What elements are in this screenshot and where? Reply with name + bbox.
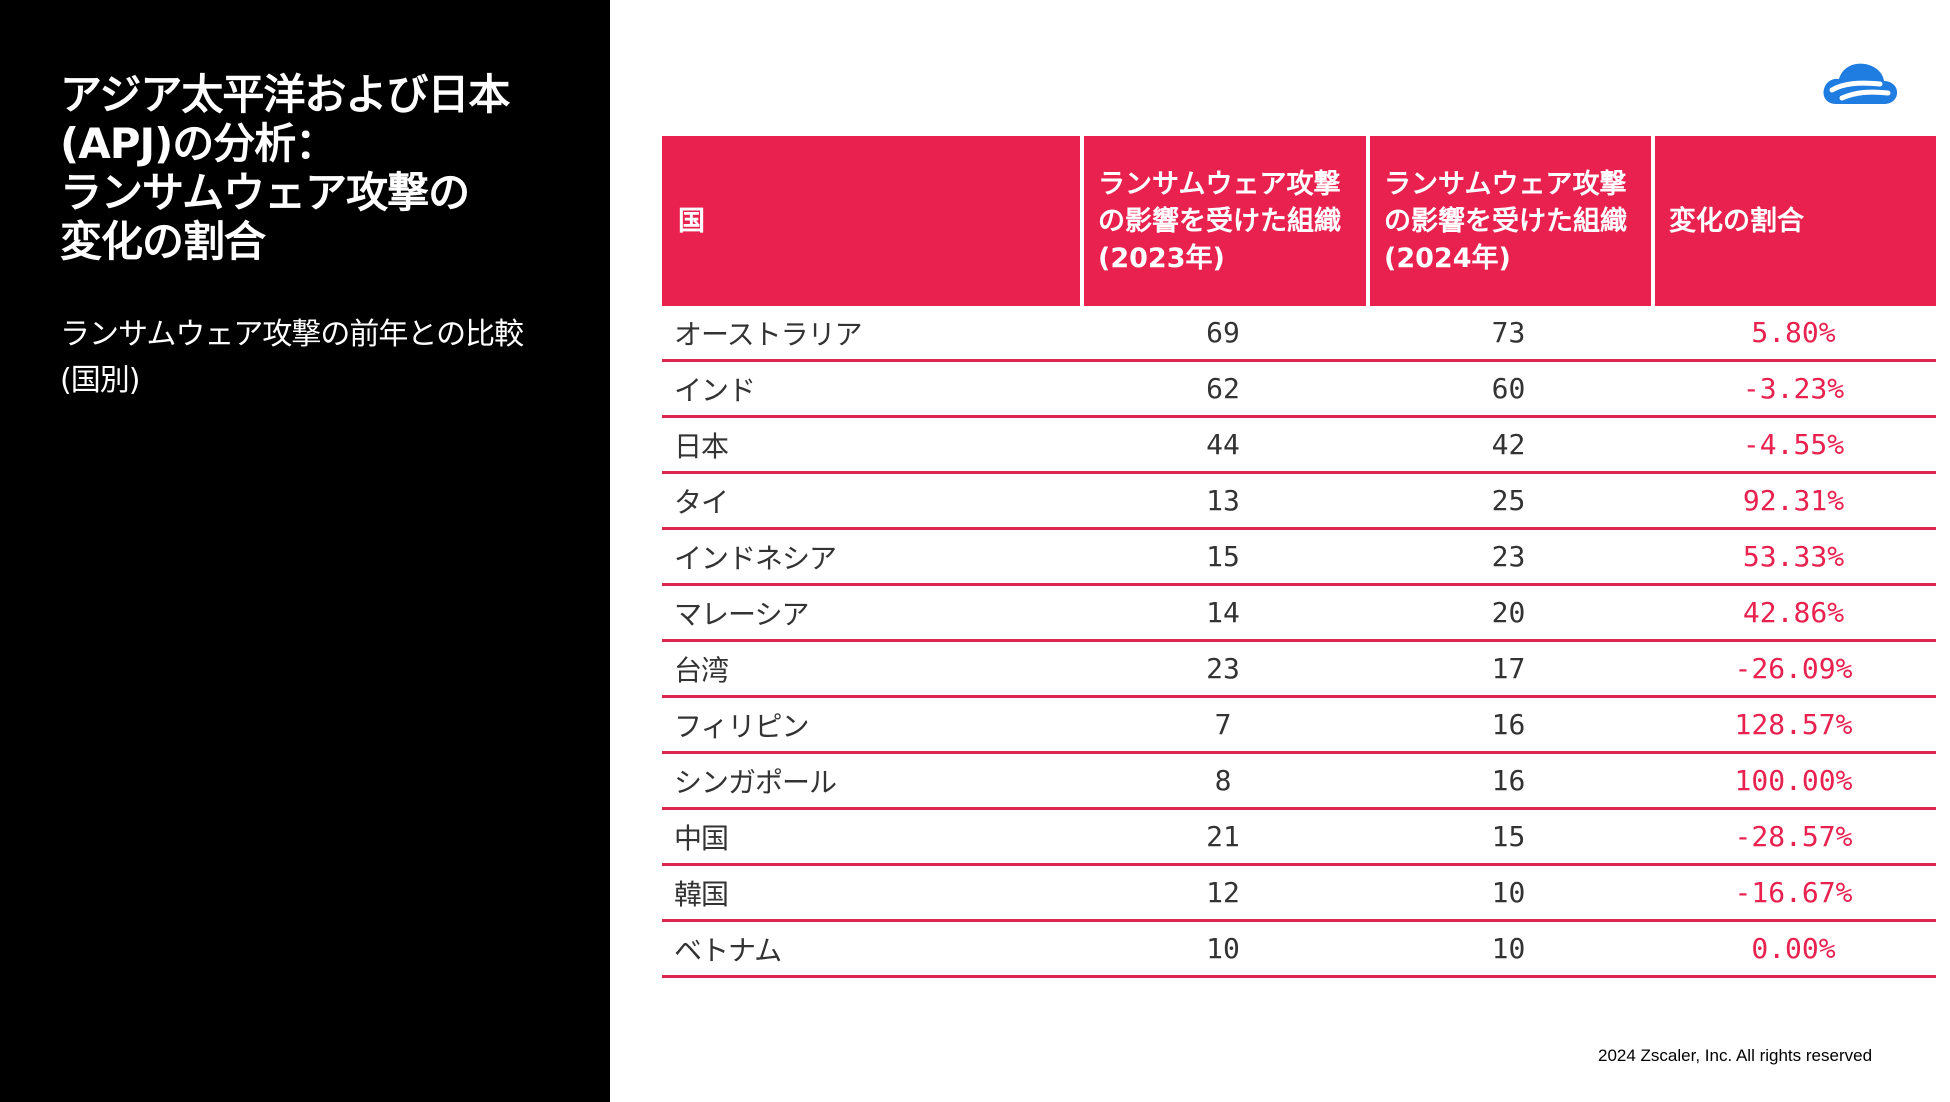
country-cell: フィリピン [662, 698, 1080, 754]
table-row: 中国 21 15 -28.57% [662, 810, 1936, 866]
value-2023-cell: 10 [1080, 922, 1366, 978]
change-percent-cell: 128.57% [1651, 698, 1936, 754]
table-row: オーストラリア 69 73 5.80% [662, 306, 1936, 362]
table-header-row: 国 ランサムウェア攻撃の影響を受けた組織(2023年) ランサムウェア攻撃の影響… [662, 136, 1936, 306]
value-2024-cell: 15 [1366, 810, 1651, 866]
change-percent-cell: -16.67% [1651, 866, 1936, 922]
slide-title-line: ランサムウェア攻撃の [60, 168, 470, 217]
change-percent-cell: 0.00% [1651, 922, 1936, 978]
value-2023-cell: 8 [1080, 754, 1366, 810]
column-header-country: 国 [662, 136, 1080, 306]
table-row: 台湾 23 17 -26.09% [662, 642, 1936, 698]
table-row: 日本 44 42 -4.55% [662, 418, 1936, 474]
table-row: 韓国 12 10 -16.67% [662, 866, 1936, 922]
country-cell: 日本 [662, 418, 1080, 474]
value-2024-cell: 42 [1366, 418, 1651, 474]
value-2024-cell: 10 [1366, 922, 1651, 978]
value-2024-cell: 17 [1366, 642, 1651, 698]
value-2024-cell: 10 [1366, 866, 1651, 922]
country-cell: インドネシア [662, 530, 1080, 586]
change-percent-cell: 5.80% [1651, 306, 1936, 362]
country-cell: 中国 [662, 810, 1080, 866]
value-2023-cell: 21 [1080, 810, 1366, 866]
change-percent-cell: -4.55% [1651, 418, 1936, 474]
value-2023-cell: 44 [1080, 418, 1366, 474]
value-2023-cell: 23 [1080, 642, 1366, 698]
copyright-text: 2024 Zscaler, Inc. All rights reserved [1598, 1046, 1873, 1065]
change-percent-cell: 100.00% [1651, 754, 1936, 810]
table-row: フィリピン 7 16 128.57% [662, 698, 1936, 754]
value-2023-cell: 69 [1080, 306, 1366, 362]
value-2024-cell: 20 [1366, 586, 1651, 642]
change-percent-cell: -26.09% [1651, 642, 1936, 698]
country-cell: 台湾 [662, 642, 1080, 698]
slide-title-line: (APJ)の分析： [60, 119, 337, 168]
slide-title: アジア太平洋および日本 (APJ)の分析： ランサムウェア攻撃の 変化の割合 [60, 70, 580, 266]
value-2023-cell: 62 [1080, 362, 1366, 418]
table-body: オーストラリア 69 73 5.80% インド 62 60 -3.23% 日本 44 42 -4.55… [662, 306, 1936, 978]
column-header-change: 変化の割合 [1651, 136, 1936, 306]
slide-subtitle-line: ランサムウェア攻撃の前年との比較 [60, 317, 524, 352]
change-percent-cell: -28.57% [1651, 810, 1936, 866]
value-2024-cell: 16 [1366, 698, 1651, 754]
table-row: インド 62 60 -3.23% [662, 362, 1936, 418]
country-cell: インド [662, 362, 1080, 418]
table-row: マレーシア 14 20 42.86% [662, 586, 1936, 642]
value-2024-cell: 60 [1366, 362, 1651, 418]
value-2024-cell: 25 [1366, 474, 1651, 530]
change-percent-cell: 42.86% [1651, 586, 1936, 642]
table-row: インドネシア 15 23 53.33% [662, 530, 1936, 586]
country-cell: オーストラリア [662, 306, 1080, 362]
change-percent-cell: 92.31% [1651, 474, 1936, 530]
value-2023-cell: 15 [1080, 530, 1366, 586]
table-row: タイ 13 25 92.31% [662, 474, 1936, 530]
left-panel: アジア太平洋および日本 (APJ)の分析： ランサムウェア攻撃の 変化の割合 ラ… [0, 0, 610, 1102]
value-2023-cell: 7 [1080, 698, 1366, 754]
ransomware-table: 国 ランサムウェア攻撃の影響を受けた組織(2023年) ランサムウェア攻撃の影響… [662, 136, 1936, 978]
value-2023-cell: 13 [1080, 474, 1366, 530]
country-cell: タイ [662, 474, 1080, 530]
slide-subtitle-line: (国別) [60, 363, 140, 398]
value-2023-cell: 14 [1080, 586, 1366, 642]
value-2024-cell: 23 [1366, 530, 1651, 586]
value-2023-cell: 12 [1080, 866, 1366, 922]
country-cell: ベトナム [662, 922, 1080, 978]
country-cell: シンガポール [662, 754, 1080, 810]
value-2024-cell: 73 [1366, 306, 1651, 362]
table-row: シンガポール 8 16 100.00% [662, 754, 1936, 810]
column-header-2024: ランサムウェア攻撃の影響を受けた組織(2024年) [1366, 136, 1651, 306]
zscaler-cloud-icon [1823, 63, 1898, 104]
column-header-2023: ランサムウェア攻撃の影響を受けた組織(2023年) [1080, 136, 1366, 306]
country-cell: 韓国 [662, 866, 1080, 922]
slide-title-line: 変化の割合 [60, 217, 266, 266]
slide-title-line: アジア太平洋および日本 [60, 70, 510, 119]
change-percent-cell: -3.23% [1651, 362, 1936, 418]
slide-subtitle: ランサムウェア攻撃の前年との比較 (国別) [60, 312, 580, 404]
change-percent-cell: 53.33% [1651, 530, 1936, 586]
country-cell: マレーシア [662, 586, 1080, 642]
table-row: ベトナム 10 10 0.00% [662, 922, 1936, 978]
value-2024-cell: 16 [1366, 754, 1651, 810]
